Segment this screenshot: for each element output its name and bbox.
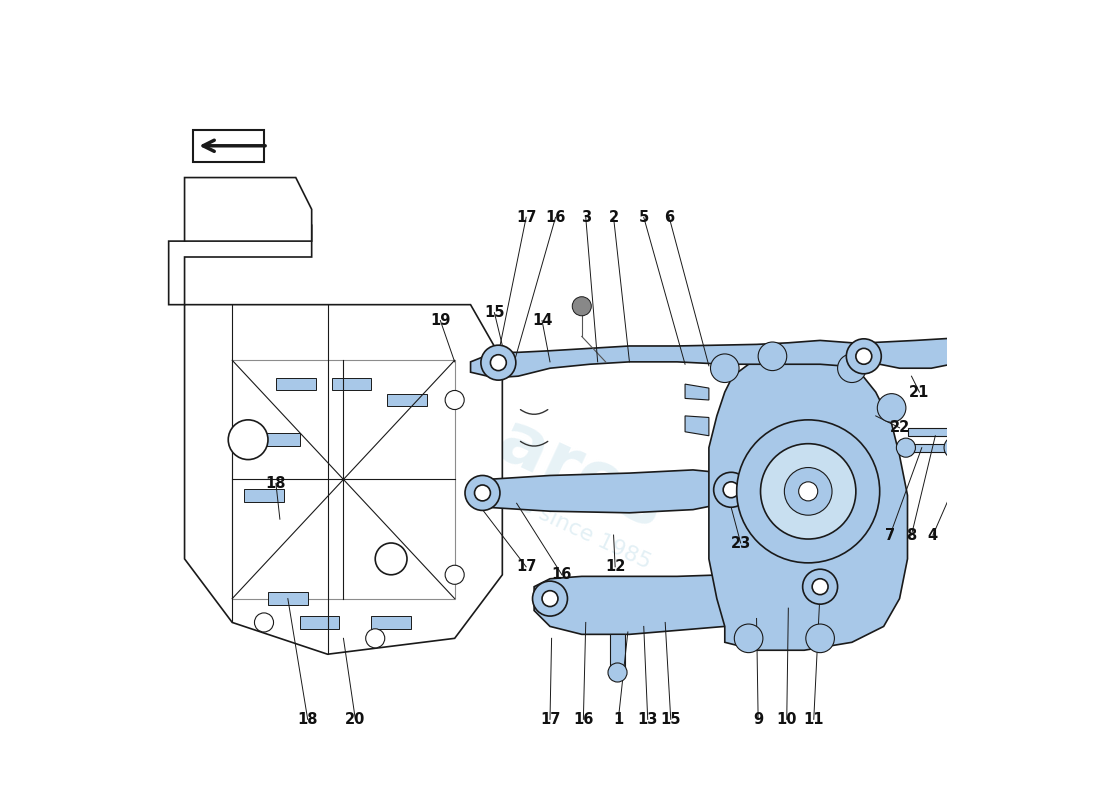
- Polygon shape: [685, 416, 708, 436]
- Text: 5: 5: [639, 210, 649, 225]
- Circle shape: [542, 590, 558, 606]
- Polygon shape: [232, 360, 454, 598]
- Text: 15: 15: [484, 305, 505, 320]
- Circle shape: [365, 629, 385, 648]
- Circle shape: [572, 297, 592, 316]
- Text: 2: 2: [608, 210, 618, 225]
- Text: 1: 1: [613, 712, 624, 727]
- Circle shape: [608, 663, 627, 682]
- Circle shape: [846, 339, 881, 374]
- Circle shape: [481, 345, 516, 380]
- Circle shape: [799, 482, 817, 501]
- Text: 17: 17: [516, 210, 537, 225]
- Text: 9: 9: [754, 712, 763, 727]
- Polygon shape: [331, 378, 372, 390]
- Polygon shape: [471, 470, 740, 513]
- Text: 4: 4: [928, 527, 938, 542]
- Polygon shape: [185, 305, 503, 654]
- Polygon shape: [276, 378, 316, 390]
- Polygon shape: [708, 352, 907, 650]
- Polygon shape: [609, 634, 626, 670]
- Polygon shape: [300, 616, 340, 629]
- Circle shape: [465, 475, 499, 510]
- Text: 10: 10: [777, 712, 797, 727]
- Text: 18: 18: [266, 476, 286, 491]
- Polygon shape: [908, 428, 971, 436]
- Text: 16: 16: [546, 210, 565, 225]
- Circle shape: [896, 438, 915, 457]
- Circle shape: [254, 613, 274, 632]
- Polygon shape: [471, 341, 868, 378]
- Polygon shape: [168, 226, 311, 305]
- Text: 13: 13: [638, 712, 658, 727]
- Circle shape: [856, 348, 872, 364]
- Circle shape: [806, 624, 835, 653]
- Text: 18: 18: [297, 712, 318, 727]
- Text: 19: 19: [430, 313, 451, 328]
- Circle shape: [491, 354, 506, 370]
- Polygon shape: [268, 592, 308, 605]
- Circle shape: [812, 578, 828, 594]
- Circle shape: [878, 394, 906, 422]
- Polygon shape: [260, 434, 300, 446]
- Circle shape: [711, 354, 739, 382]
- Polygon shape: [244, 489, 284, 502]
- Text: a passion for cars since 1985: a passion for cars since 1985: [350, 418, 654, 574]
- Text: 22: 22: [890, 420, 910, 435]
- Polygon shape: [387, 394, 427, 406]
- Circle shape: [803, 570, 837, 604]
- Text: 14: 14: [532, 313, 552, 328]
- Text: 15: 15: [660, 712, 681, 727]
- Text: 21: 21: [910, 385, 930, 399]
- Circle shape: [957, 337, 986, 365]
- Text: 17: 17: [516, 559, 537, 574]
- Circle shape: [532, 581, 568, 616]
- Circle shape: [837, 354, 866, 382]
- Circle shape: [760, 444, 856, 539]
- Circle shape: [735, 624, 763, 653]
- Circle shape: [375, 543, 407, 574]
- Text: eurospares: eurospares: [233, 288, 676, 544]
- Text: 8: 8: [906, 527, 916, 542]
- Text: 16: 16: [573, 712, 594, 727]
- Circle shape: [758, 342, 786, 370]
- Circle shape: [784, 467, 832, 515]
- Text: 12: 12: [605, 559, 625, 574]
- Polygon shape: [908, 444, 955, 452]
- Polygon shape: [851, 338, 979, 368]
- Circle shape: [723, 482, 739, 498]
- Circle shape: [474, 485, 491, 501]
- Text: 7: 7: [886, 527, 895, 542]
- Polygon shape: [685, 384, 708, 400]
- Text: 20: 20: [345, 712, 365, 727]
- Circle shape: [714, 472, 749, 507]
- Text: 6: 6: [664, 210, 674, 225]
- Circle shape: [737, 420, 880, 563]
- Text: 3: 3: [581, 210, 591, 225]
- Circle shape: [446, 390, 464, 410]
- Text: 11: 11: [803, 712, 824, 727]
- Polygon shape: [372, 616, 411, 629]
- Circle shape: [944, 437, 966, 458]
- Text: 17: 17: [540, 712, 560, 727]
- Polygon shape: [185, 178, 311, 241]
- Circle shape: [446, 566, 464, 584]
- Circle shape: [964, 343, 978, 358]
- Text: 23: 23: [730, 535, 751, 550]
- Circle shape: [229, 420, 268, 459]
- Text: 16: 16: [552, 567, 572, 582]
- Polygon shape: [535, 567, 828, 634]
